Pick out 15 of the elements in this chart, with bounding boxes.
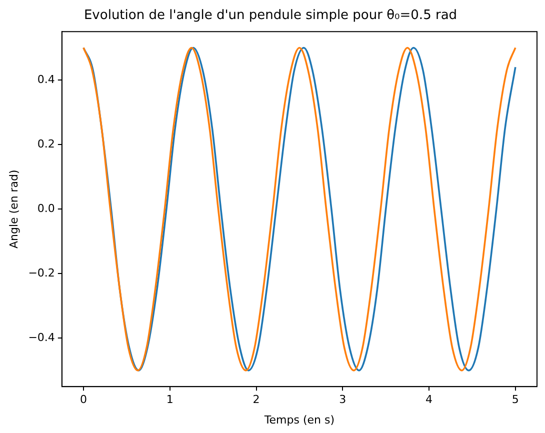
y-tick-label: −0.2 <box>28 266 55 280</box>
chart-title: Evolution de l'angle d'un pendule simple pour θ₀=0.5 rad <box>84 8 458 24</box>
y-tick-label: −0.4 <box>28 331 55 344</box>
x-tick-label: 1 <box>166 393 174 406</box>
line-series <box>82 46 516 372</box>
x-tick-label: 2 <box>252 393 260 406</box>
x-tick-label: 5 <box>512 393 519 406</box>
y-tick-label: 0.4 <box>37 72 55 86</box>
x-tick-label: 4 <box>426 393 433 406</box>
y-tick-label: 0.2 <box>37 137 55 150</box>
x-axis-title: Temps (en s) <box>263 413 334 426</box>
x-tick-label: 3 <box>339 393 346 406</box>
y-tick-label: 0.0 <box>37 202 55 215</box>
y-axis-title: Angle (en rad) <box>7 170 20 249</box>
x-tick-label: 0 <box>80 393 88 406</box>
